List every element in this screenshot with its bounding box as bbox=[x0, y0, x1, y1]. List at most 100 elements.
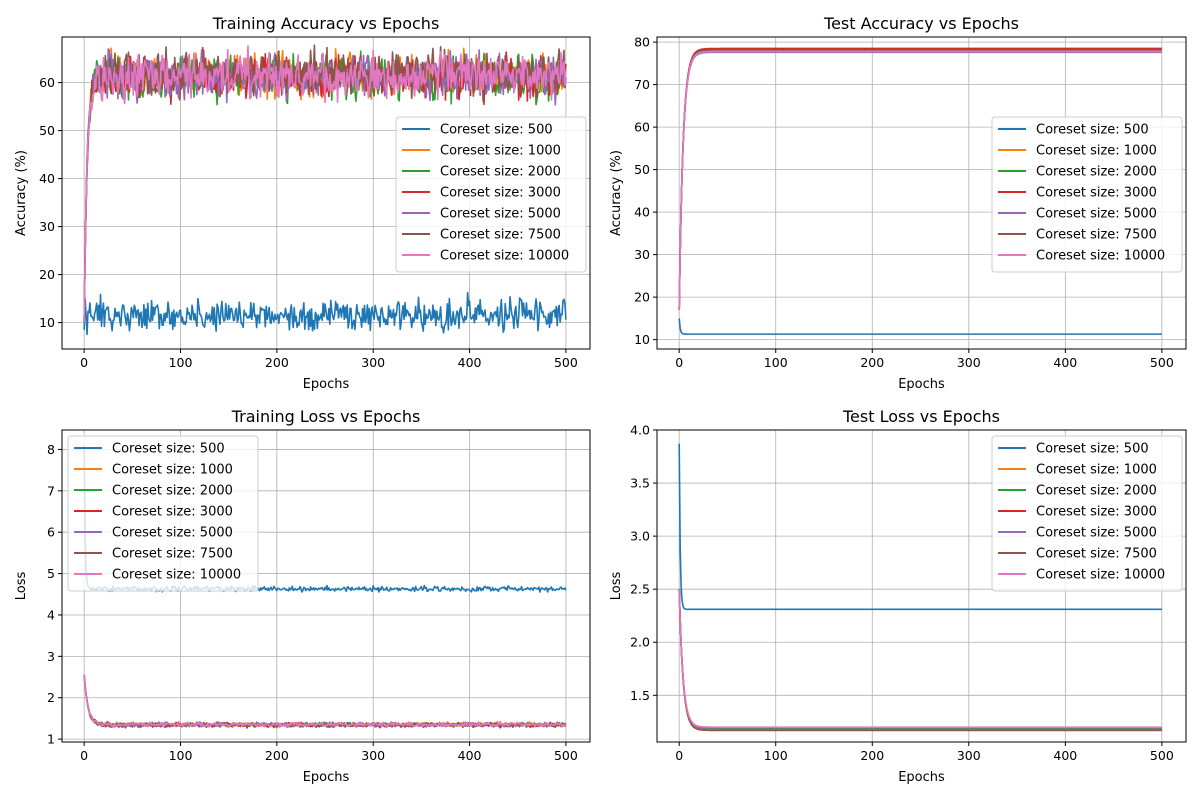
y-tick-label: 60 bbox=[634, 120, 650, 135]
legend-entry: Coreset size: 2000 bbox=[1036, 165, 1157, 180]
x-tick-label: 100 bbox=[764, 748, 788, 763]
x-tick-label: 500 bbox=[1150, 748, 1174, 763]
y-axis-label: Accuracy (%) bbox=[609, 150, 624, 236]
x-tick-label: 300 bbox=[361, 748, 385, 763]
x-tick-label: 0 bbox=[675, 355, 683, 370]
legend-box bbox=[395, 116, 587, 273]
x-tick-label: 200 bbox=[265, 748, 289, 763]
series-line-2000 bbox=[678, 49, 1162, 310]
legend-box bbox=[991, 435, 1183, 592]
chart-panel-4: 0 100 200 300 400 500 1.5 2.0 2.5 3.0 3.5 4.0 Test L… bbox=[609, 407, 1187, 785]
series-line-500 bbox=[678, 318, 1162, 335]
legend-entry: Coreset size: 7500 bbox=[440, 228, 561, 243]
y-tick-label: 4.0 bbox=[630, 423, 650, 438]
legend-entry: Coreset size: 3000 bbox=[440, 186, 561, 201]
series-line-1000 bbox=[678, 589, 1162, 731]
y-tick-label: 4 bbox=[47, 607, 55, 622]
x-tick-label: 500 bbox=[554, 355, 578, 370]
x-tick-label: 200 bbox=[860, 355, 884, 370]
x-tick-label: 300 bbox=[957, 355, 981, 370]
legend-entry: Coreset size: 3000 bbox=[1036, 505, 1157, 520]
series-line-10000 bbox=[83, 45, 567, 323]
y-tick-label: 3.0 bbox=[630, 529, 650, 544]
y-tick-label: 10 bbox=[39, 315, 55, 330]
series-line-3000 bbox=[678, 589, 1162, 732]
series-line-3000 bbox=[83, 674, 567, 729]
x-axis-label: Epochs bbox=[303, 377, 350, 392]
series-line-5000 bbox=[678, 51, 1162, 310]
x-tick-label: 0 bbox=[80, 355, 88, 370]
legend-entry: Coreset size: 5000 bbox=[440, 207, 561, 222]
y-tick-label: 1.5 bbox=[630, 688, 650, 703]
legend-entry: Coreset size: 500 bbox=[1036, 442, 1149, 457]
y-tick-label: 30 bbox=[39, 219, 55, 234]
series-line-500 bbox=[678, 443, 1162, 611]
y-tick-label: 5 bbox=[47, 566, 55, 581]
x-tick-label: 200 bbox=[860, 748, 884, 763]
x-axis-label: Epochs bbox=[303, 770, 350, 785]
chart-panel-3: 0 100 200 300 400 500 1 2 3 4 5 6 7 8 Training Loss vs… bbox=[14, 407, 591, 785]
legend: Coreset size: 500 Coreset size: 1000 Cores… bbox=[991, 435, 1183, 592]
y-tick-label: 8 bbox=[47, 442, 55, 457]
x-tick-label: 400 bbox=[458, 355, 482, 370]
chart-title: Training Accuracy vs Epochs bbox=[212, 14, 440, 33]
chart-panel-2: 0 100 200 300 400 500 10 20 30 40 50 60 70 80 Test Acc… bbox=[609, 14, 1187, 392]
y-tick-label: 30 bbox=[634, 247, 650, 262]
y-tick-label: 60 bbox=[39, 75, 55, 90]
y-tick-label: 1 bbox=[47, 732, 55, 747]
series-line-7500 bbox=[678, 48, 1162, 310]
series-line-10000 bbox=[83, 674, 567, 729]
legend-entry: Coreset size: 500 bbox=[440, 123, 553, 138]
series-line-500 bbox=[83, 291, 567, 336]
legend-entry: Coreset size: 7500 bbox=[1036, 547, 1157, 562]
legend-entry: Coreset size: 1000 bbox=[1036, 144, 1157, 159]
legend-entry: Coreset size: 5000 bbox=[1036, 207, 1157, 222]
x-tick-label: 300 bbox=[957, 748, 981, 763]
legend-entry: Coreset size: 2000 bbox=[1036, 484, 1157, 499]
y-axis-label: Accuracy (%) bbox=[14, 150, 29, 236]
legend-entry: Coreset size: 10000 bbox=[1036, 249, 1165, 264]
legend-entry: Coreset size: 1000 bbox=[1036, 463, 1157, 478]
y-tick-label: 40 bbox=[39, 171, 55, 186]
series-line-7500 bbox=[83, 674, 567, 729]
legend-entry: Coreset size: 10000 bbox=[440, 249, 569, 264]
legend-entry: Coreset size: 500 bbox=[1036, 123, 1149, 138]
chart-title: Training Loss vs Epochs bbox=[231, 407, 421, 426]
series-line-2000 bbox=[83, 674, 567, 729]
legend-entry: Coreset size: 10000 bbox=[112, 568, 241, 583]
x-tick-label: 400 bbox=[1053, 748, 1077, 763]
series-line-10000 bbox=[678, 50, 1162, 310]
legend-entry: Coreset size: 3000 bbox=[1036, 186, 1157, 201]
legend-entry: Coreset size: 7500 bbox=[1036, 228, 1157, 243]
legend: Coreset size: 500 Coreset size: 1000 Cores… bbox=[395, 116, 587, 273]
legend-entry: Coreset size: 5000 bbox=[1036, 526, 1157, 541]
y-tick-label: 2 bbox=[47, 690, 55, 705]
legend-box bbox=[991, 116, 1183, 273]
series-line-5000 bbox=[83, 674, 566, 728]
y-axis-label: Loss bbox=[609, 572, 624, 601]
series-line-5000 bbox=[678, 589, 1162, 731]
legend: Coreset size: 500 Coreset size: 1000 Cores… bbox=[67, 435, 259, 592]
series-line-1000 bbox=[83, 674, 567, 729]
legend-entry: Coreset size: 1000 bbox=[112, 463, 233, 478]
y-tick-label: 3.5 bbox=[630, 476, 650, 491]
legend-entry: Coreset size: 1000 bbox=[440, 144, 561, 159]
series-line-3000 bbox=[678, 47, 1162, 310]
legend-entry: Coreset size: 3000 bbox=[112, 505, 233, 520]
y-tick-label: 80 bbox=[634, 35, 650, 50]
legend-entry: Coreset size: 2000 bbox=[440, 165, 561, 180]
y-tick-label: 20 bbox=[634, 290, 650, 305]
y-tick-label: 2.5 bbox=[630, 582, 650, 597]
legend-entry: Coreset size: 5000 bbox=[112, 526, 233, 541]
legend-entry: Coreset size: 500 bbox=[112, 442, 225, 457]
legend-box bbox=[67, 435, 259, 592]
x-tick-label: 200 bbox=[265, 355, 289, 370]
y-tick-label: 6 bbox=[47, 525, 55, 540]
x-tick-label: 100 bbox=[169, 748, 193, 763]
x-tick-label: 0 bbox=[675, 748, 683, 763]
x-tick-label: 400 bbox=[458, 748, 482, 763]
y-tick-label: 70 bbox=[634, 77, 650, 92]
x-tick-label: 100 bbox=[764, 355, 788, 370]
series-line-2000 bbox=[678, 589, 1162, 729]
chart-title: Test Loss vs Epochs bbox=[842, 407, 1000, 426]
